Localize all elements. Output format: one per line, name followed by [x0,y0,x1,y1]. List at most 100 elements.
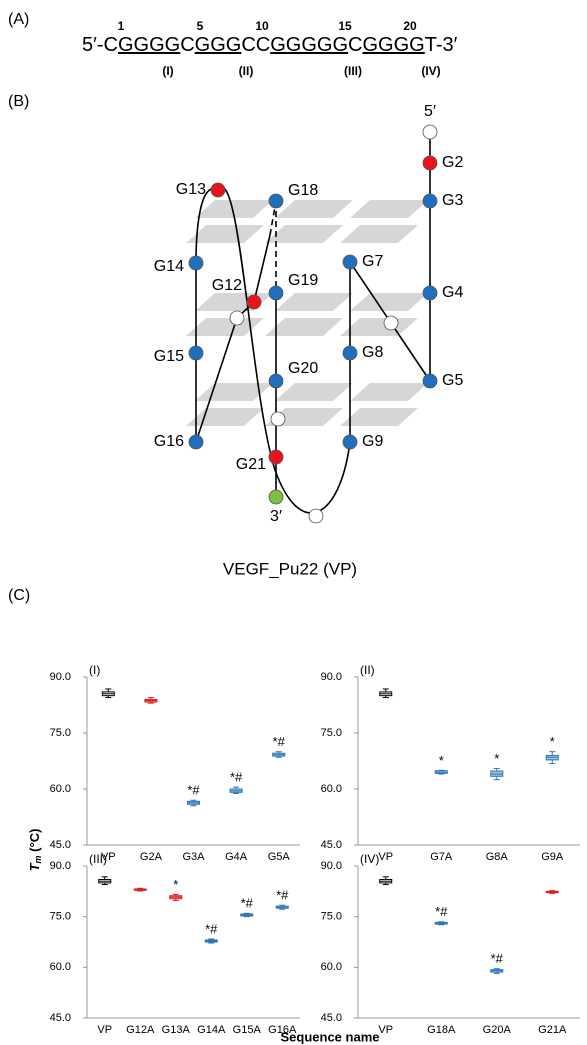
tract-label: (II) [239,64,254,78]
y-tick-label: 90.0 [321,671,342,683]
significance-label: *# [276,888,289,903]
nucleotide [229,310,245,326]
nucleotide [268,285,284,301]
sequence: 5′-CGGGGCGGGCCGGGGGCGGGGT-3′ [82,34,458,56]
plane-tile [195,383,273,401]
y-label-symbol: T [27,862,42,871]
sequence-segment: GGGG [118,34,180,56]
x-tick-label: G2A [140,851,163,863]
y-tick-label: 75.0 [321,911,342,923]
sequence-segment: 5′-C [82,34,118,56]
x-tick-label: G16A [268,1024,297,1036]
nucleotide [422,155,438,171]
tract-label: (IV) [421,64,440,78]
panel-tag: (B) [8,93,29,110]
x-tick-label: G9A [541,851,564,863]
significance-label: * [439,753,444,768]
nucleotide-label: 3′ [270,508,282,525]
x-tick-label: G13A [162,1024,191,1036]
sequence-segment: C [180,34,194,56]
nucleotide-label: G7 [362,253,383,270]
significance-label: *# [435,904,448,919]
panel-tag: (C) [8,587,30,604]
nucleotide [188,255,204,271]
x-tick-label: G7A [430,851,453,863]
tract-label: (I) [162,64,173,78]
position-number: 20 [403,19,417,33]
x-tick-label: G4A [225,851,248,863]
y-tick-label: 90.0 [50,860,71,872]
plane-tile [275,293,353,311]
significance-label: *# [187,783,200,798]
y-tick-label: 90.0 [321,860,342,872]
nucleotide [268,449,284,465]
nucleotide-label: G3 [442,192,463,209]
panel-tag: (I) [89,663,100,677]
plane-tile [186,225,264,243]
y-tick-label: 75.0 [50,911,71,923]
x-tick-label: VP [101,851,116,863]
nucleotide [268,489,284,505]
y-tick-label: 75.0 [321,727,342,739]
nucleotide [268,193,284,209]
y-label-unit: (°C) [27,829,42,856]
x-tick-label: VP [378,1024,393,1036]
x-tick-label: G14A [197,1024,226,1036]
significance-label: * [550,734,555,749]
nucleotide [342,345,358,361]
nucleotide [188,434,204,450]
x-tick-label: G15A [233,1024,262,1036]
nucleotide-label: G21 [236,456,266,473]
nucleotide-label: G19 [288,272,318,289]
nucleotide-label: G15 [154,348,184,365]
y-tick-label: 60.0 [321,783,342,795]
significance-label: *# [491,951,504,966]
nucleotide [422,124,438,140]
panel-tag: (IV) [360,852,379,866]
y-tick-label: 45.0 [50,1012,71,1024]
nucleotide-label: G14 [154,258,184,275]
plane-tile [340,408,418,426]
nucleotide [342,434,358,450]
plane-tile [340,318,418,336]
caption: VEGF_Pu22 (VP) [223,559,357,578]
significance-label: *# [241,896,254,911]
nucleotide [246,294,262,310]
plane-tile [186,318,264,336]
x-tick-label: G5A [268,851,291,863]
position-number: 10 [255,19,269,33]
significance-label: * [173,877,178,892]
x-tick-label: G3A [182,851,205,863]
nucleotide-label: G5 [442,372,463,389]
nucleotide-label: G20 [288,360,318,377]
x-tick-label: G8A [486,851,509,863]
nucleotide [188,345,204,361]
plane-tile [265,225,343,243]
nucleotide [383,315,399,331]
nucleotide-label: 5′ [424,103,436,120]
nucleotide [270,411,286,427]
tract-label: (III) [344,64,362,78]
sequence-segment: GGGGG [270,34,348,56]
nucleotide-label: G12 [212,277,242,294]
y-tick-label: 45.0 [321,839,342,851]
nucleotide [422,285,438,301]
y-tick-label: 60.0 [50,783,71,795]
x-tick-label: G12A [126,1024,155,1036]
strand [269,200,277,293]
panel-tag: (III) [89,852,107,866]
panel-tag: (II) [360,663,375,677]
significance-label: *# [205,921,218,936]
x-tick-label: VP [378,851,393,863]
position-number: 15 [338,19,352,33]
significance-label: *# [273,734,286,749]
sequence-segment: C [348,34,362,56]
nucleotide-label: G18 [288,182,318,199]
sequence-segment: GGGG [362,34,424,56]
position-number: 5 [197,19,204,33]
plane-tile [195,200,273,218]
significance-label: *# [230,770,243,785]
y-tick-label: 60.0 [321,961,342,973]
nucleotide-label: G13 [176,181,206,198]
y-tick-label: 45.0 [50,839,71,851]
